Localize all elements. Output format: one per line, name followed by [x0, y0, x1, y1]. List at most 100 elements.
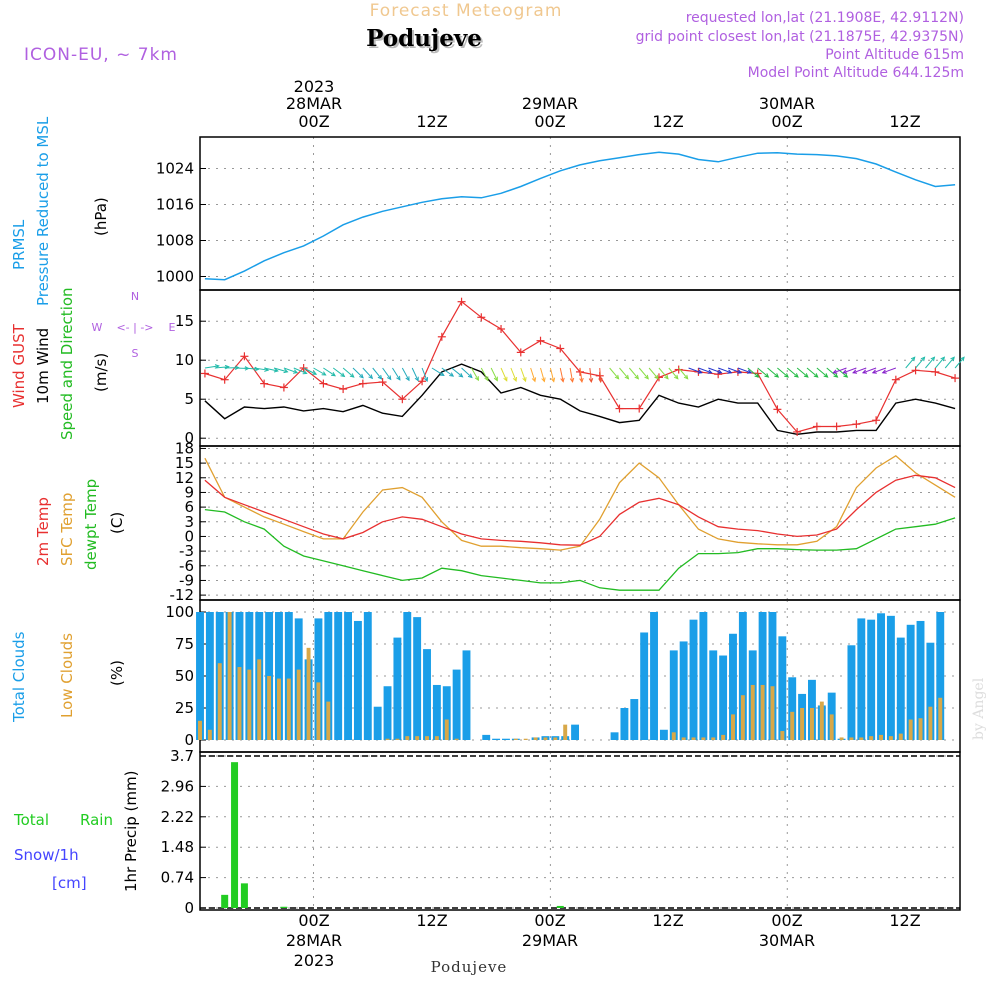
arrow-shaft [757, 367, 769, 378]
total-cloud-bar [423, 649, 431, 740]
arrow-head [331, 371, 336, 377]
arrow-shaft [882, 367, 897, 374]
arrow-shaft [411, 367, 419, 381]
total-cloud-bar [492, 738, 501, 740]
low-cloud-bar [859, 737, 864, 740]
arrow-head [396, 375, 401, 381]
arrow-head [910, 356, 916, 362]
arrow-head [624, 374, 630, 380]
y-tick-label: 5 [184, 390, 194, 408]
y-tick-label: -9 [179, 571, 194, 589]
total-cloud-bar [877, 613, 885, 740]
gust-marker [793, 427, 802, 436]
low-cloud-bar [800, 708, 805, 740]
wind-direction-arrow [881, 367, 897, 374]
low-cloud-bar [918, 718, 923, 740]
arrow-shaft [332, 367, 345, 377]
low-cloud-bar [681, 737, 686, 740]
wind-direction-arrow [698, 367, 713, 374]
top-time-label: 12Z [652, 112, 683, 131]
y-tick-label: 1000 [156, 268, 194, 286]
y-tick-label: 12 [175, 469, 194, 487]
rain-bar [240, 883, 248, 908]
arrow-shaft [441, 367, 454, 377]
arrow-shaft [303, 367, 317, 375]
low-cloud-bar [888, 736, 893, 740]
arrow-head [843, 373, 849, 378]
arrow-head [283, 368, 289, 374]
arrow-head [273, 368, 279, 373]
arrow-head [654, 374, 659, 380]
arrow-shaft [470, 367, 479, 381]
low-cloud-bar [671, 732, 676, 740]
arrow-head [405, 376, 410, 382]
pressure-line [204, 151, 956, 281]
low-cloud-bar [434, 736, 439, 740]
wind-direction-arrow [362, 367, 374, 380]
arrow-shaft [500, 367, 508, 381]
wind-direction-arrow [461, 367, 473, 379]
total-cloud-bar [689, 619, 698, 740]
arrow-head [737, 369, 743, 374]
gust-marker [477, 313, 486, 322]
arrow-head [793, 373, 799, 378]
low-cloud-bar [701, 737, 706, 740]
wind-direction-arrow [559, 367, 565, 383]
wind-direction-arrow [588, 367, 594, 384]
low-cloud-bar [247, 669, 252, 740]
top-date-label: 30MAR [759, 94, 815, 113]
low-cloud-bar [898, 733, 903, 740]
arrow-head [747, 369, 753, 374]
low-cloud-bar [454, 738, 459, 740]
wind-direction-arrow [678, 367, 689, 380]
arrow-shaft [688, 367, 702, 374]
low-cloud-bar [395, 738, 400, 740]
wind-direction-arrow [480, 367, 489, 382]
arrow-shaft [628, 367, 639, 380]
low-cloud-bar [405, 736, 410, 740]
top-date-label: 28MAR [286, 94, 342, 113]
arrow-shaft [925, 356, 935, 369]
total-cloud-bar [886, 615, 895, 740]
arrow-shaft [293, 367, 307, 374]
arrow-head [823, 373, 829, 378]
compass-n: N [131, 290, 139, 303]
wind-direction-arrow [806, 367, 819, 378]
y-tick-label: 0 [184, 731, 194, 749]
arrow-head [312, 370, 318, 375]
low-cloud-bar [691, 737, 696, 740]
low-cloud-bar [267, 676, 272, 740]
wind-direction-arrow [273, 367, 289, 374]
arrow-shaft [283, 367, 298, 374]
total-cloud-bar [679, 641, 688, 740]
temp-labels: 2m Temp SFC Temp dewpt Temp (C) [34, 479, 126, 570]
bottom-time-label: 00Z [771, 911, 802, 930]
arrow-shaft [678, 367, 689, 380]
watermark: by Angel [971, 677, 987, 740]
total-cloud-bar [196, 612, 204, 740]
precip-label-rain: Rain [80, 811, 113, 829]
wind-direction-arrow [777, 367, 789, 378]
total-cloud-bar [383, 686, 392, 740]
low-cloud-bar [780, 731, 785, 740]
wind-direction-arrow [747, 367, 760, 378]
low-cloud-bar [237, 667, 242, 740]
wind-unit: (m/s) [92, 353, 110, 392]
y-tick-label: 2.22 [161, 808, 194, 826]
total-cloud-bar [630, 699, 639, 740]
pressure-unit: (hPa) [92, 197, 110, 236]
arrow-shaft [727, 367, 742, 374]
arrow-head [861, 369, 867, 374]
arrow-shaft [609, 367, 619, 380]
arrow-head [871, 369, 877, 374]
gust-marker [852, 420, 861, 429]
total-cloud-bar [452, 669, 461, 740]
arrow-head [784, 373, 789, 378]
bottom-date-label: 28MAR [286, 931, 342, 950]
wind-direction-arrow [718, 367, 733, 374]
total-cloud-bar [669, 650, 678, 740]
top-time-label: 00Z [534, 112, 565, 131]
arrow-head [832, 369, 838, 374]
arrow-shaft [372, 367, 382, 380]
total-cloud-bar [719, 655, 728, 740]
